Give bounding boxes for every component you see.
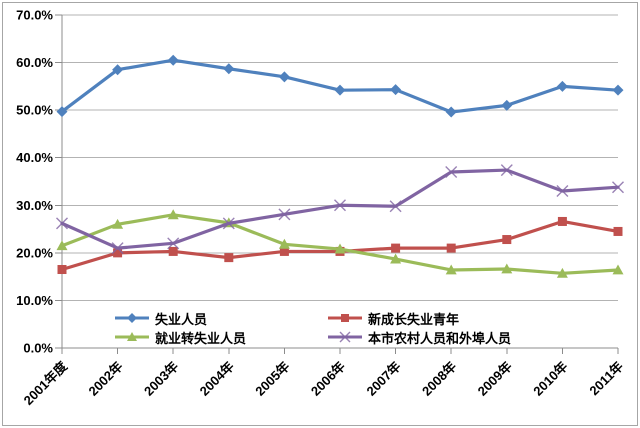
legend-marker-x-icon bbox=[328, 331, 362, 343]
marker-x-icon bbox=[56, 217, 68, 230]
legend-label: 本市农村人员和外埠人员 bbox=[368, 330, 512, 346]
legend-item-rural-migrant: 本市农村人员和外埠人员 bbox=[327, 329, 512, 346]
marker-diamond-icon bbox=[167, 54, 179, 66]
series-失业人员 bbox=[56, 54, 624, 118]
x-tick-label: 2002年 bbox=[85, 359, 125, 399]
marker-diamond-icon bbox=[390, 84, 402, 96]
marker-triangle-icon bbox=[445, 264, 457, 275]
marker-diamond-icon bbox=[334, 84, 346, 96]
legend-marker-triangle-icon bbox=[115, 332, 149, 341]
marker-triangle-icon bbox=[112, 218, 124, 229]
marker-square-icon bbox=[446, 243, 456, 253]
x-tick-label: 2003年 bbox=[141, 359, 181, 399]
marker-diamond-icon bbox=[127, 313, 137, 323]
marker-diamond-icon bbox=[445, 106, 457, 118]
marker-diamond-icon bbox=[556, 80, 568, 92]
x-tick-label: 2001年度 bbox=[21, 358, 71, 408]
y-tick-label: 10.0% bbox=[16, 293, 53, 308]
x-tick-label: 2005年 bbox=[252, 359, 292, 399]
marker-x-icon bbox=[278, 208, 291, 221]
y-tick-label: 70.0% bbox=[16, 8, 53, 23]
marker-triangle-icon bbox=[127, 332, 137, 341]
marker-diamond-icon bbox=[501, 99, 513, 111]
legend-label: 新成长失业青年 bbox=[368, 311, 460, 327]
legend-item-job-to-unemployed: 就业转失业人员 bbox=[114, 329, 327, 346]
x-tick-label: 2008年 bbox=[419, 359, 459, 399]
x-tick-label: 2009年 bbox=[475, 359, 515, 399]
marker-square-icon bbox=[391, 243, 401, 253]
legend-item-new-youth: 新成长失业青年 bbox=[327, 310, 511, 327]
marker-diamond-icon bbox=[112, 64, 124, 76]
y-tick-label: 40.0% bbox=[16, 150, 53, 165]
marker-triangle-icon bbox=[334, 243, 346, 254]
marker-x-icon bbox=[445, 165, 458, 178]
legend-label: 就业转失业人员 bbox=[155, 330, 247, 346]
marker-triangle-icon bbox=[501, 263, 513, 274]
marker-square-icon bbox=[57, 265, 67, 275]
marker-x-icon bbox=[222, 217, 235, 230]
marker-triangle-icon bbox=[167, 209, 179, 220]
marker-x-icon bbox=[167, 237, 180, 250]
marker-x-icon bbox=[612, 181, 624, 194]
marker-square-icon bbox=[168, 246, 178, 256]
marker-diamond-icon bbox=[278, 71, 290, 83]
y-tick-label: 30.0% bbox=[16, 198, 53, 213]
marker-x-icon bbox=[500, 164, 513, 177]
marker-square-icon bbox=[341, 314, 349, 322]
chart-legend: 失业人员 新成长失业青年 就业转失业人员 本市农村人员和外埠人员 bbox=[114, 310, 512, 346]
x-tick-label: 2010年 bbox=[530, 359, 570, 399]
marker-diamond-icon bbox=[56, 106, 68, 118]
marker-square-icon bbox=[502, 235, 512, 245]
marker-square-icon bbox=[224, 253, 234, 263]
series-line bbox=[60, 168, 620, 250]
marker-x-icon bbox=[339, 331, 351, 343]
marker-square-icon bbox=[613, 226, 623, 236]
legend-marker-diamond-icon bbox=[115, 313, 149, 323]
legend-item-unemployed: 失业人员 bbox=[114, 310, 327, 327]
marker-triangle-icon bbox=[556, 267, 568, 278]
marker-x-icon bbox=[556, 185, 569, 198]
x-tick-label: 2004年 bbox=[197, 359, 237, 399]
marker-x-icon bbox=[389, 200, 402, 213]
marker-square-icon bbox=[113, 248, 123, 258]
marker-square-icon bbox=[279, 246, 289, 256]
x-tick-label: 2007年 bbox=[363, 359, 403, 399]
legend-marker-square-icon bbox=[328, 314, 362, 322]
marker-triangle-icon bbox=[278, 238, 290, 249]
marker-diamond-icon bbox=[223, 63, 235, 75]
y-tick-label: 60.0% bbox=[16, 55, 53, 70]
legend-label: 失业人员 bbox=[155, 311, 208, 327]
marker-diamond-icon bbox=[612, 84, 624, 96]
y-tick-label: 50.0% bbox=[16, 103, 53, 118]
marker-triangle-icon bbox=[612, 264, 624, 275]
marker-triangle-icon bbox=[390, 253, 402, 264]
y-tick-label: 20.0% bbox=[16, 245, 53, 260]
x-tick-label: 2006年 bbox=[308, 359, 348, 399]
y-tick-label: 0.0% bbox=[23, 341, 53, 356]
marker-x-icon bbox=[334, 199, 346, 212]
x-tick-label: 2011年 bbox=[586, 359, 626, 399]
marker-x-icon bbox=[111, 242, 124, 255]
marker-square-icon bbox=[557, 216, 567, 226]
series-本市农村人员和外埠人员 bbox=[56, 164, 624, 255]
series-就业转失业人员 bbox=[56, 209, 624, 278]
marker-triangle-icon bbox=[56, 240, 68, 251]
